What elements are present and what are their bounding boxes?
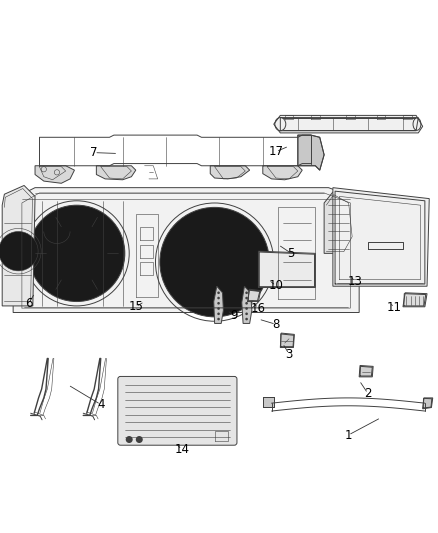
Circle shape [217, 307, 220, 310]
Text: 17: 17 [268, 146, 283, 158]
Text: 14: 14 [174, 443, 189, 456]
Circle shape [245, 297, 248, 300]
FancyBboxPatch shape [118, 376, 237, 445]
Text: 7: 7 [90, 146, 98, 159]
Text: 15: 15 [128, 300, 143, 313]
Text: 4: 4 [97, 398, 105, 411]
Circle shape [126, 436, 133, 443]
Polygon shape [274, 115, 423, 133]
Polygon shape [242, 286, 252, 324]
Circle shape [245, 292, 248, 294]
Circle shape [0, 231, 38, 271]
Circle shape [136, 436, 143, 443]
Polygon shape [359, 366, 373, 377]
Polygon shape [263, 166, 302, 180]
Circle shape [217, 297, 220, 300]
Polygon shape [35, 166, 74, 183]
Text: 3: 3 [286, 348, 293, 361]
Polygon shape [13, 188, 359, 312]
Polygon shape [423, 398, 433, 409]
Text: 16: 16 [251, 302, 266, 314]
Polygon shape [263, 397, 274, 407]
Circle shape [160, 207, 269, 317]
Circle shape [245, 312, 248, 315]
Polygon shape [333, 188, 429, 286]
Circle shape [28, 205, 125, 302]
Text: 2: 2 [364, 387, 372, 400]
Text: 9: 9 [230, 309, 238, 322]
Circle shape [245, 307, 248, 310]
Text: 11: 11 [387, 301, 402, 314]
Circle shape [217, 302, 220, 304]
Polygon shape [298, 135, 324, 170]
Polygon shape [2, 185, 35, 306]
Text: 13: 13 [347, 276, 362, 288]
Polygon shape [258, 251, 315, 287]
Circle shape [245, 302, 248, 304]
Text: 10: 10 [268, 279, 283, 292]
Text: 8: 8 [272, 318, 279, 331]
Circle shape [217, 318, 220, 320]
Circle shape [217, 292, 220, 294]
Polygon shape [280, 333, 294, 348]
Polygon shape [210, 166, 250, 179]
Text: 1: 1 [344, 429, 352, 442]
Polygon shape [96, 166, 136, 180]
Circle shape [245, 318, 248, 320]
Circle shape [217, 312, 220, 315]
Polygon shape [214, 286, 223, 324]
Text: 6: 6 [25, 297, 32, 310]
Polygon shape [248, 290, 260, 301]
Text: 5: 5 [288, 247, 295, 260]
Polygon shape [324, 192, 355, 253]
Polygon shape [403, 293, 427, 307]
